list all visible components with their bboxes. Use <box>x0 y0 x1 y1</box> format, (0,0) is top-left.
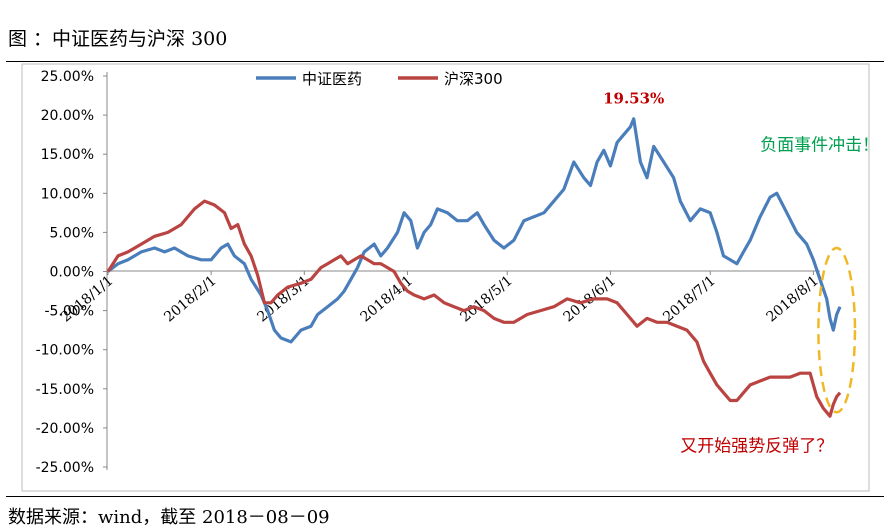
legend-label: 中证医药 <box>302 70 362 88</box>
highlight-ellipse <box>817 246 857 414</box>
y-tick-label: 5.00% <box>50 225 94 241</box>
x-tick-label: 2018/8/1 <box>763 273 821 326</box>
x-tick-label: 2018/4/1 <box>358 273 416 326</box>
y-tick-label: 0.00% <box>50 265 94 281</box>
source-note: 数据来源：wind，截至 2018－08－09 <box>8 507 330 528</box>
series-line-1 <box>106 199 842 418</box>
series-line-0 <box>107 117 842 344</box>
top-divider <box>6 61 884 62</box>
x-tick-label: 2018/7/1 <box>660 273 718 326</box>
page-title: 图 ：中证医药与沪深 300 <box>8 28 228 50</box>
bottom-divider <box>6 496 884 497</box>
x-tick-label: 2018/2/1 <box>161 273 219 326</box>
y-tick-label: -25.00% <box>36 460 94 476</box>
legend-label: 沪深300 <box>444 70 503 88</box>
y-tick-label: 15.00% <box>41 147 94 163</box>
y-tick-label: 20.00% <box>41 108 94 124</box>
y-tick-label: -5.00% <box>44 304 94 320</box>
annotation-text: 负面事件冲击！ <box>760 135 879 155</box>
x-tick-label: 2018/5/1 <box>457 273 515 326</box>
y-tick-label: 25.00% <box>41 69 94 85</box>
y-tick-label: -15.00% <box>36 382 94 398</box>
chart-frame <box>21 63 870 492</box>
annotation-text: 19.53% <box>603 89 664 107</box>
y-tick-label: -20.00% <box>36 421 94 437</box>
y-tick-label: -10.00% <box>36 343 94 359</box>
y-tick-label: 10.00% <box>41 186 94 202</box>
annotation-text: 又开始强势反弹了？ <box>680 436 833 456</box>
